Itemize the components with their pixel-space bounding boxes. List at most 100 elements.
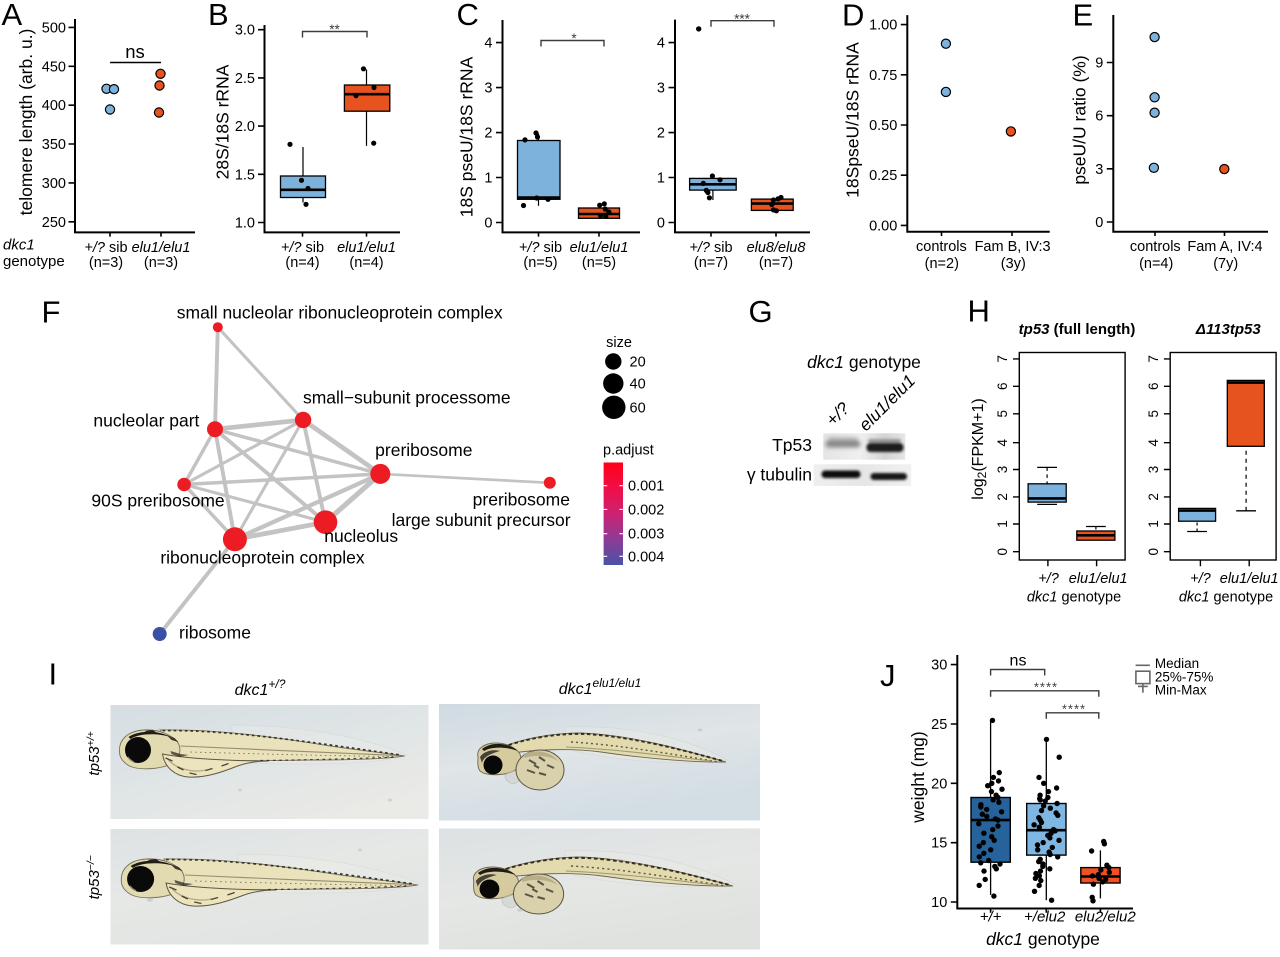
svg-text:elu1/elu1: elu1/elu1 <box>337 240 396 256</box>
svg-text:log2(FPKM+1): log2(FPKM+1) <box>970 398 989 499</box>
svg-text:controls: controls <box>916 239 967 255</box>
svg-text:small nucleolar ribonucleoprot: small nucleolar ribonucleoprotein comple… <box>177 303 503 323</box>
svg-text:(n=5): (n=5) <box>523 255 557 271</box>
svg-text:nucleolar part: nucleolar part <box>93 411 199 431</box>
svg-text:0.002: 0.002 <box>628 502 664 518</box>
svg-text:0.75: 0.75 <box>869 68 897 84</box>
svg-text:**: ** <box>329 22 340 37</box>
svg-text:(n=2): (n=2) <box>925 256 959 272</box>
svg-text:6: 6 <box>1095 109 1103 125</box>
svg-text:25%-75%: 25%-75% <box>1155 670 1214 685</box>
svg-text:ns: ns <box>125 41 145 62</box>
svg-text:nucleolus: nucleolus <box>324 526 398 546</box>
svg-text:dkc1+/?: dkc1+/? <box>235 677 286 699</box>
svg-text:(n=3): (n=3) <box>144 255 178 271</box>
svg-text:2.0: 2.0 <box>235 119 255 135</box>
svg-text:60: 60 <box>630 400 646 416</box>
svg-text:1.0: 1.0 <box>235 216 255 232</box>
svg-text:Δ113tp53: Δ113tp53 <box>1195 321 1261 338</box>
svg-text:dkc1 genotype: dkc1 genotype <box>986 929 1100 949</box>
svg-text:7: 7 <box>995 355 1010 363</box>
svg-text:3: 3 <box>995 466 1010 474</box>
svg-text:18SpseU/18S rRNA: 18SpseU/18S rRNA <box>843 42 863 198</box>
svg-text:preribosome: preribosome <box>473 490 570 510</box>
svg-text:(n=4): (n=4) <box>1139 256 1173 272</box>
svg-text:0.25: 0.25 <box>869 168 897 184</box>
svg-text:1: 1 <box>484 171 492 187</box>
svg-text:0: 0 <box>484 216 492 232</box>
svg-text:+/? sib: +/? sib <box>84 240 127 256</box>
svg-text:p.adjust: p.adjust <box>603 443 654 459</box>
svg-text:3: 3 <box>484 81 492 97</box>
svg-text:90S preribosome: 90S preribosome <box>91 491 224 511</box>
svg-text:(7y): (7y) <box>1213 256 1238 272</box>
svg-text:7: 7 <box>1146 355 1161 363</box>
svg-text:9: 9 <box>1095 56 1103 72</box>
svg-text:elu1/elu1: elu1/elu1 <box>1069 571 1128 587</box>
svg-text:telomere length (arb. u.): telomere length (arb. u.) <box>16 29 36 216</box>
svg-text:weight (mg): weight (mg) <box>908 731 928 823</box>
svg-text:(3y): (3y) <box>1001 256 1026 272</box>
svg-text:elu1/elu1: elu1/elu1 <box>1220 571 1279 587</box>
svg-text:ribonucleoprotein complex: ribonucleoprotein complex <box>160 548 365 568</box>
svg-text:dkc1elu1/elu1: dkc1elu1/elu1 <box>559 676 642 698</box>
svg-text:Tp53: Tp53 <box>772 435 812 455</box>
svg-text:0.00: 0.00 <box>869 218 897 234</box>
svg-text:+/?: +/? <box>1190 571 1211 587</box>
svg-text:1: 1 <box>1146 520 1161 528</box>
svg-text:I: I <box>49 657 58 692</box>
svg-text:500: 500 <box>42 20 66 36</box>
svg-text:20: 20 <box>931 776 947 792</box>
svg-text:tp53−/−: tp53−/− <box>85 855 103 899</box>
svg-text:(n=4): (n=4) <box>285 255 319 271</box>
svg-text:***: *** <box>734 11 751 26</box>
svg-text:2.5: 2.5 <box>235 71 255 87</box>
svg-text:0: 0 <box>1146 548 1161 556</box>
svg-text:+/+: +/+ <box>980 909 1002 926</box>
svg-text:G: G <box>749 294 773 329</box>
svg-text:6: 6 <box>1146 383 1161 391</box>
svg-text:(n=3): (n=3) <box>89 255 123 271</box>
svg-text:dkc1 genotype: dkc1 genotype <box>807 352 921 372</box>
svg-text:0.003: 0.003 <box>628 527 664 543</box>
svg-text:+/? sib: +/? sib <box>281 240 324 256</box>
svg-text:preribosome: preribosome <box>375 440 472 460</box>
svg-text:J: J <box>880 658 896 693</box>
svg-text:0: 0 <box>995 548 1010 556</box>
svg-text:(n=7): (n=7) <box>759 255 793 271</box>
svg-text:tp53 (full length): tp53 (full length) <box>1019 321 1136 338</box>
svg-text:5: 5 <box>1146 410 1161 418</box>
svg-text:small−subunit processome: small−subunit processome <box>303 388 511 408</box>
svg-text:20: 20 <box>630 355 646 371</box>
svg-text:3: 3 <box>1146 466 1161 474</box>
svg-text:(n=4): (n=4) <box>349 255 383 271</box>
svg-text:2: 2 <box>995 493 1010 501</box>
svg-text:4: 4 <box>995 438 1010 446</box>
svg-text:(n=5): (n=5) <box>582 255 616 271</box>
svg-text:elu2/elu2: elu2/elu2 <box>1075 909 1137 926</box>
svg-text:15: 15 <box>931 836 947 852</box>
svg-text:300: 300 <box>42 176 66 192</box>
svg-text:elu1/elu1: elu1/elu1 <box>570 240 629 256</box>
svg-text:3.0: 3.0 <box>235 23 255 39</box>
svg-text:2: 2 <box>484 126 492 142</box>
svg-text:Median: Median <box>1155 656 1199 671</box>
svg-text:+/?: +/? <box>1038 571 1059 587</box>
svg-text:A: A <box>2 0 23 32</box>
svg-text:450: 450 <box>42 59 66 75</box>
svg-text:30: 30 <box>931 658 947 674</box>
svg-text:1.5: 1.5 <box>235 167 255 183</box>
svg-text:4: 4 <box>1146 438 1161 446</box>
svg-text:F: F <box>42 295 61 330</box>
svg-text:(n=7): (n=7) <box>694 255 728 271</box>
svg-text:1: 1 <box>657 171 665 187</box>
svg-text:B: B <box>208 0 229 32</box>
svg-text:γ tubulin: γ tubulin <box>747 465 812 485</box>
svg-text:0.004: 0.004 <box>628 549 664 565</box>
svg-text:+/? sib: +/? sib <box>519 240 562 256</box>
svg-text:250: 250 <box>42 215 66 231</box>
svg-text:0.001: 0.001 <box>628 479 664 495</box>
svg-text:0.50: 0.50 <box>869 118 897 134</box>
svg-text:dkc1 genotype: dkc1 genotype <box>1027 590 1121 606</box>
svg-text:tp53+/+: tp53+/+ <box>85 731 103 775</box>
